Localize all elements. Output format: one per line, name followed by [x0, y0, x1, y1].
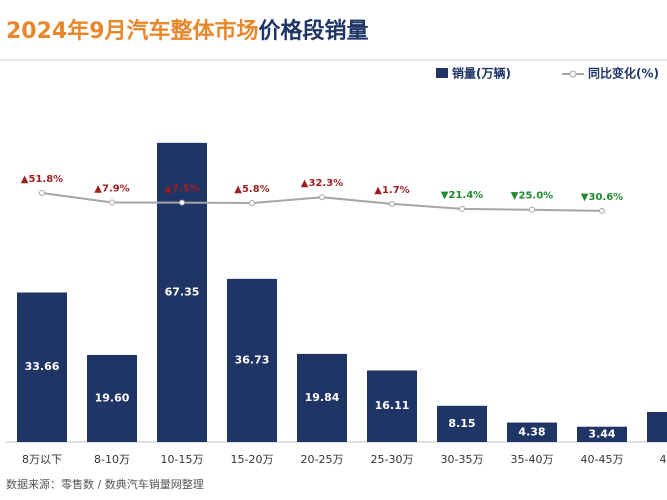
change-label: ▲32.3% [301, 178, 343, 189]
x-tick-label: 35-40万 [511, 453, 554, 466]
legend-label: 同比变化(%) [588, 66, 659, 81]
change-label: ▼25.0% [511, 191, 553, 202]
legend-marker [569, 70, 577, 78]
change-marker [599, 207, 605, 214]
bar-value-label: 8.15 [448, 417, 475, 430]
x-tick-label: 8万以下 [22, 453, 62, 466]
chart-title: 2024年9月汽车整体市场价格段销量 [6, 18, 369, 44]
change-label: ▲51.8% [21, 174, 63, 185]
change-marker [249, 199, 255, 206]
title-highlight: 价格段销量 [259, 18, 369, 44]
bar-value-label: 16.11 [375, 399, 410, 412]
x-tick-label: 25-30万 [371, 453, 414, 466]
source-note: 数据来源：零售数 / 数典汽车销量网整理 [6, 477, 204, 491]
change-marker [529, 206, 535, 213]
change-marker [459, 205, 465, 212]
x-tick-label: 8-10万 [94, 453, 130, 466]
change-marker [319, 194, 325, 201]
bar-value-label: 33.66 [25, 360, 60, 373]
change-marker [109, 199, 115, 206]
change-label: ▲5.8% [234, 184, 269, 195]
x-tick-label: 30-35万 [441, 453, 484, 466]
legend-swatch-bar [436, 68, 448, 78]
bar [577, 426, 627, 442]
x-tick-label: 40-45万 [581, 453, 624, 466]
bar [507, 422, 557, 442]
bar-value-label: 3.44 [588, 427, 615, 440]
change-marker [179, 199, 185, 206]
bar [227, 278, 277, 442]
change-label: ▼30.6% [581, 192, 623, 203]
bar-value-label: 19.84 [305, 391, 340, 404]
bar-value-label: 36.73 [235, 353, 270, 366]
title-main: 2024年9月汽车整体市场 [6, 18, 259, 44]
change-label: ▲7.9% [94, 184, 129, 195]
x-tick-label: 45万 [660, 453, 667, 466]
legend-label: 销量(万辆) [452, 66, 511, 81]
x-tick-label: 10-15万 [161, 453, 204, 466]
change-label: ▲7.5% [164, 184, 199, 195]
bar-value-label: 19.60 [95, 391, 130, 404]
bar [647, 411, 667, 442]
bar [297, 353, 347, 442]
x-tick-label: 15-20万 [231, 453, 274, 466]
bar-value-label: 67.35 [165, 285, 200, 298]
bar [367, 370, 417, 442]
bar [157, 142, 207, 443]
change-label: ▼21.4% [441, 190, 483, 201]
change-label: ▲1.7% [374, 185, 409, 196]
bar [17, 292, 67, 442]
bar-value-label: 4.38 [518, 425, 545, 438]
change-marker [389, 200, 395, 207]
bar [437, 405, 487, 442]
x-tick-label: 20-25万 [301, 453, 344, 466]
bar [87, 354, 137, 442]
change-marker [39, 189, 45, 196]
